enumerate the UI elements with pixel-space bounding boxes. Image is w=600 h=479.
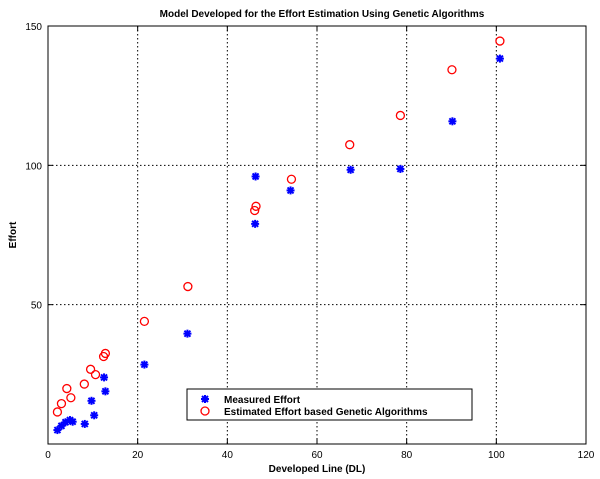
measured-effort-point: [100, 373, 109, 382]
measured-effort-point: [346, 165, 355, 174]
legend: Measured Effort Estimated Effort based G…: [186, 388, 473, 421]
x-tick-label: 0: [45, 450, 51, 461]
estimated-effort-point: [251, 201, 261, 211]
estimated-effort-point: [62, 383, 72, 394]
measured-effort-point: [495, 54, 504, 63]
y-tick-label: 150: [25, 22, 42, 33]
measured-effort-point: [251, 172, 260, 181]
x-tick-label: 120: [578, 450, 595, 461]
estimated-effort-point: [85, 364, 96, 374]
y-tick-label: 100: [25, 161, 42, 172]
x-tick-label: 80: [401, 450, 413, 461]
x-axis-label: Developed Line (DL): [269, 464, 366, 475]
estimated-effort-point: [183, 281, 193, 292]
plot-area-frame: [47, 25, 587, 445]
estimated-effort-point: [286, 174, 297, 184]
measured-effort-point: [68, 417, 77, 426]
estimated-effort-point: [52, 407, 63, 417]
estimated-effort-point: [447, 65, 457, 75]
legend-box: [186, 388, 473, 421]
grid-lines: [48, 26, 586, 444]
measured-effort-point: [183, 329, 192, 338]
x-tick-label: 100: [488, 450, 505, 461]
measured-effort-point: [286, 186, 295, 195]
x-tick-label: 60: [311, 450, 323, 461]
estimated-effort-point: [250, 205, 260, 216]
measured-effort-point: [90, 411, 99, 420]
estimated-effort-point: [90, 369, 101, 380]
estimated-effort-point: [56, 398, 67, 409]
legend-marker-estimated-effort: [200, 406, 210, 416]
x-tick-label: 20: [132, 450, 144, 461]
measured-effort-point: [448, 117, 457, 126]
y-axis-label: Effort: [8, 221, 19, 248]
y-tick-label: 50: [31, 301, 43, 312]
measured-effort-point: [101, 387, 110, 396]
estimated-effort-point: [100, 348, 111, 359]
legend-label-estimated-effort: Estimated Effort based Genetic Algorithm…: [224, 407, 428, 418]
legend-label-measured-effort: Measured Effort: [224, 395, 301, 406]
estimated-effort-point: [395, 110, 406, 121]
legend-marker-measured-effort: [201, 395, 209, 403]
measured-effort-point: [140, 360, 149, 369]
x-tick-label: 40: [222, 450, 234, 461]
measured-effort-point: [251, 219, 260, 228]
legend-asterisk-icon: [201, 395, 209, 403]
estimated-effort-point: [66, 393, 76, 403]
axis-ticks: 0 20 40 60 80 100 120 50 100 150: [25, 22, 594, 461]
estimated-effort-point: [139, 316, 150, 327]
measured-effort-point: [87, 396, 96, 405]
legend-circle-icon: [200, 406, 210, 416]
measured-effort-point: [80, 419, 89, 428]
chart-title: Model Developed for the Effort Estimatio…: [160, 9, 485, 20]
measured-effort-point: [396, 164, 405, 173]
estimated-effort-point: [345, 140, 355, 150]
estimated-effort-point: [79, 379, 89, 389]
estimated-effort-point: [495, 36, 505, 46]
data-points: [52, 36, 505, 435]
